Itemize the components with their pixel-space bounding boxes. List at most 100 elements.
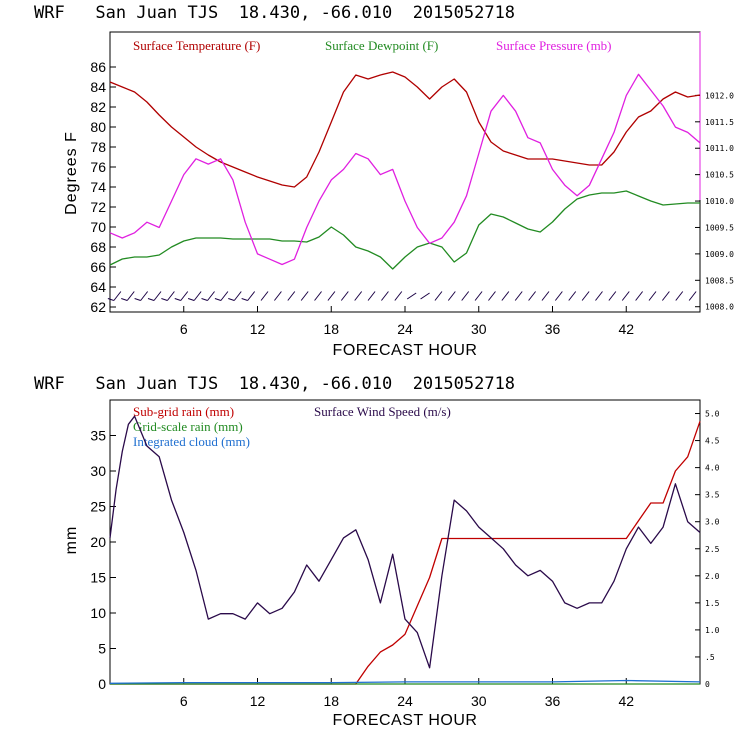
top-y-tick-label: 64	[90, 279, 106, 295]
bottom-y-tick-label: 20	[90, 534, 106, 550]
top-y2-tick-label: 1012.0	[705, 91, 734, 100]
wind-barb	[327, 291, 336, 301]
bottom-y2-tick-label: 1.5	[705, 599, 720, 608]
top-y-tick-label: 82	[90, 99, 106, 115]
top-x-tick-label: 6	[180, 321, 188, 337]
wind-barb	[354, 291, 363, 301]
wind-barb	[581, 291, 590, 301]
bottom-x-tick-label: 24	[397, 693, 413, 709]
bottom-left-y-axis: 0 5 10 15 20 25 30 35	[90, 428, 116, 692]
wind-barb	[514, 291, 523, 301]
wind-barb	[147, 291, 162, 301]
wind-barb	[134, 291, 149, 301]
wind-barb	[501, 291, 510, 301]
top-plot-frame	[109, 31, 701, 313]
top-y-tick-label: 86	[90, 59, 106, 75]
top-y2-tick-label: 1009.5	[705, 223, 734, 232]
top-y2-tick-label: 1008.5	[705, 276, 734, 285]
top-series-group	[109, 71, 701, 270]
wind-barb	[260, 291, 269, 301]
wind-barb	[201, 291, 215, 301]
wind-barb	[488, 291, 496, 301]
bottom-y-tick-label: 15	[90, 570, 106, 586]
wind-barb	[688, 291, 697, 301]
wind-barb	[161, 291, 175, 301]
wind-barb	[381, 291, 389, 301]
wind-barb	[274, 291, 282, 301]
top-y-tick-label: 76	[90, 159, 106, 175]
bottom-y2-tick-label: 3.5	[705, 491, 720, 500]
legend-gridscale-rain: Grid-scale rain (mm)	[133, 419, 243, 434]
wind-barb	[675, 291, 684, 301]
top-x-tick-label: 12	[250, 321, 266, 337]
wind-barb	[621, 291, 630, 301]
legend-integrated-cloud: Integrated cloud (mm)	[133, 434, 250, 449]
wind-barb	[541, 291, 550, 301]
bottom-panel-title: WRF San Juan TJS 18.430, -66.010 2015052…	[34, 374, 515, 394]
wind-barb	[300, 291, 309, 301]
wind-barb	[121, 291, 135, 301]
top-left-y-axis: 62 64 66 68 70 72 74 76 78 80 82 84 86	[90, 59, 116, 315]
wind-barb	[187, 291, 202, 301]
legend-pressure: Surface Pressure (mb)	[496, 38, 612, 53]
top-x-axis: 6 12 18 24 30 36 42	[180, 306, 634, 337]
bottom-x-axis-label: FORECAST HOUR	[333, 712, 478, 729]
bottom-x-tick-label: 18	[323, 693, 339, 709]
wind-barb	[314, 291, 322, 301]
bottom-y2-tick-label: 2.0	[705, 572, 720, 581]
wind-barb	[406, 292, 417, 300]
top-y2-tick-label: 1009.0	[705, 250, 734, 259]
wind-barb	[648, 291, 657, 301]
bottom-x-tick-label: 36	[545, 693, 561, 709]
wind-barb	[214, 291, 229, 301]
wind-barb	[474, 291, 483, 301]
wind-barb	[461, 291, 470, 301]
top-x-tick-label: 30	[471, 321, 487, 337]
wind-barb	[340, 291, 349, 301]
bottom-y2-tick-label: 0	[705, 680, 710, 689]
legend-subgrid-rain: Sub-grid rain (mm)	[133, 404, 234, 419]
bottom-series-group	[109, 415, 701, 685]
top-legend: Surface Temperature (F) Surface Dewpoint…	[133, 38, 612, 53]
wind-barb	[661, 291, 670, 301]
top-y-tick-label: 66	[90, 259, 106, 275]
bottom-y-tick-label: 0	[98, 676, 106, 692]
top-y2-tick-label: 1011.0	[705, 144, 734, 153]
bottom-y2-tick-label: 4.5	[705, 437, 720, 446]
wind-barb	[107, 291, 122, 301]
bottom-x-tick-label: 6	[180, 693, 188, 709]
temperature-panel: WRF San Juan TJS 18.430, -66.010 2015052…	[34, 3, 734, 359]
integrated-cloud-mm-line	[109, 679, 701, 684]
top-y-tick-label: 74	[90, 179, 106, 195]
top-x-tick-label: 18	[323, 321, 339, 337]
wind-barb	[228, 291, 242, 301]
top-y-tick-label: 72	[90, 199, 106, 215]
top-y2-tick-label: 1010.5	[705, 171, 734, 180]
wind-barb	[568, 291, 577, 301]
wind-barb	[394, 291, 403, 301]
top-x-axis-label: FORECAST HOUR	[333, 342, 478, 359]
top-panel-title: WRF San Juan TJS 18.430, -66.010 2015052…	[34, 3, 515, 23]
sub-grid-rain-mm-line	[110, 421, 701, 685]
wind-barb	[554, 291, 563, 301]
top-y-tick-label: 84	[90, 79, 106, 95]
legend-temperature: Surface Temperature (F)	[133, 38, 260, 53]
surface-wind-speed-m-s-line	[109, 415, 701, 669]
wind-barb	[367, 291, 376, 301]
bottom-y2-tick-label: 3.0	[705, 518, 720, 527]
wind-barb	[241, 291, 256, 301]
wind-barb	[595, 291, 603, 301]
bottom-right-y-axis: 0 .5 1.0 1.5 2.0 2.5 3.0 3.5 4.0 4.5 5.0	[695, 410, 720, 689]
surface-pressure-mb-line	[109, 73, 701, 266]
wind-barb	[635, 291, 644, 301]
bottom-x-tick-label: 42	[618, 693, 634, 709]
bottom-legend: Sub-grid rain (mm) Grid-scale rain (mm) …	[133, 404, 451, 449]
bottom-y-tick-label: 30	[90, 463, 106, 479]
bottom-y2-tick-label: 1.0	[705, 626, 720, 635]
legend-dewpoint: Surface Dewpoint (F)	[325, 38, 438, 53]
top-y-tick-label: 78	[90, 139, 106, 155]
bottom-x-tick-label: 12	[250, 693, 266, 709]
wind-barbs	[107, 291, 697, 301]
bottom-y-axis-label: mm	[63, 526, 80, 555]
